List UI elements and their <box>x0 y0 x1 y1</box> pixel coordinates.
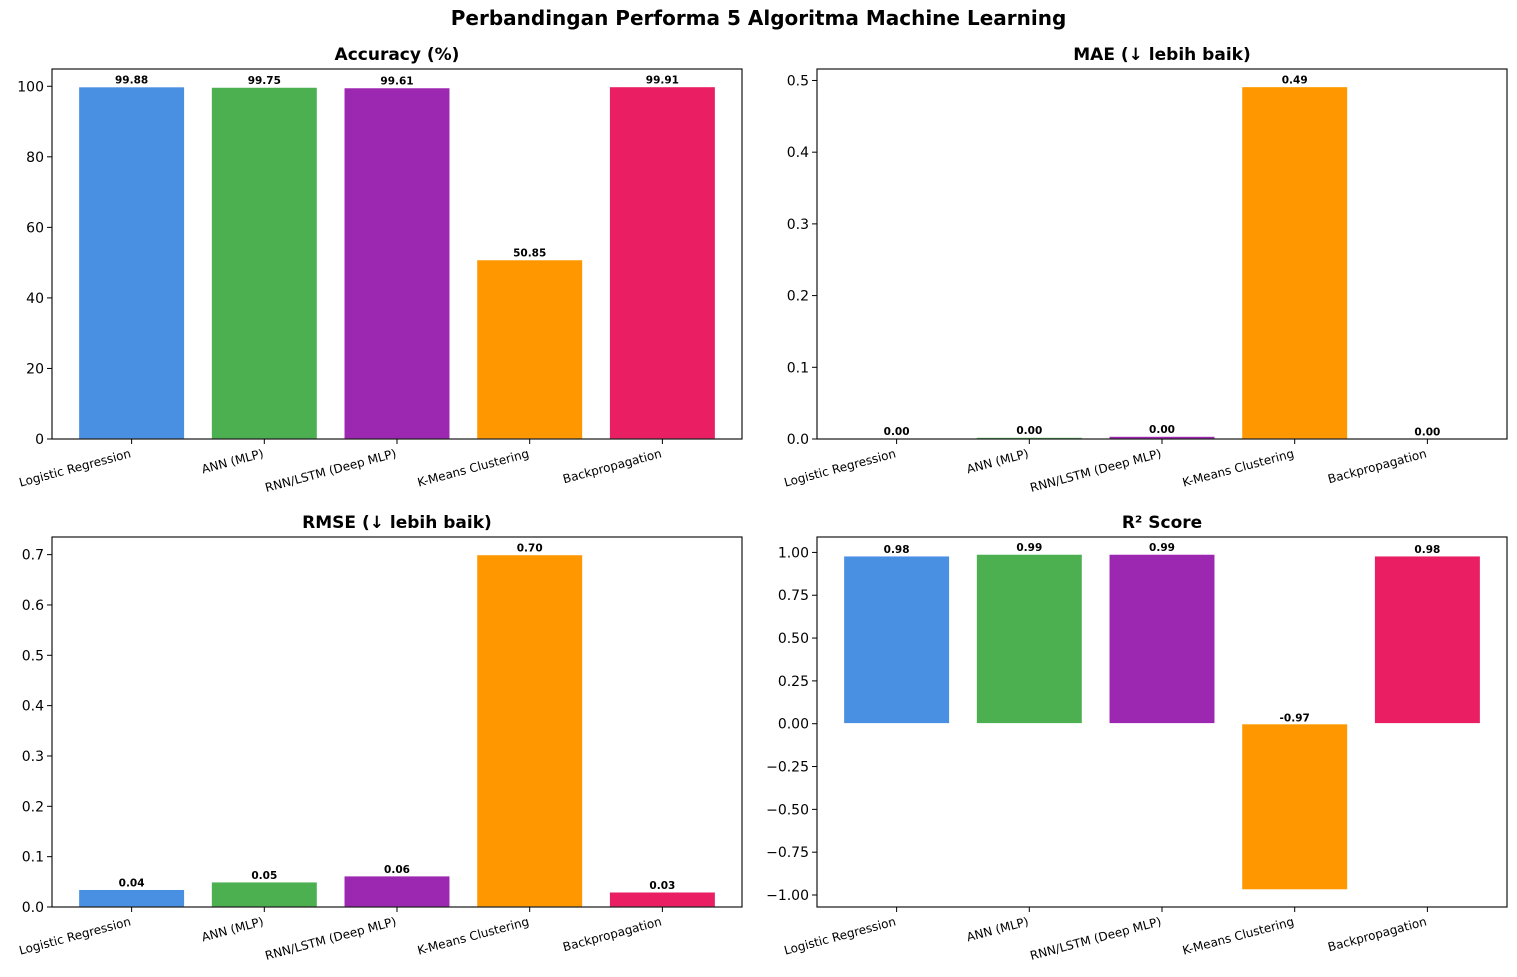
data-label: 0.98 <box>884 544 910 556</box>
y-tick-label: 0.3 <box>787 217 809 233</box>
x-tick-label: RNN/LSTM (Deep MLP) <box>264 446 398 495</box>
bar <box>343 87 451 440</box>
x-tick-label: RNN/LSTM (Deep MLP) <box>1029 446 1163 495</box>
x-tick-label: Logistic Regression <box>783 446 898 489</box>
bar <box>842 555 951 725</box>
y-tick-label: 0.1 <box>787 360 809 376</box>
data-label: -0.97 <box>1280 713 1310 725</box>
y-tick-label: 1.00 <box>778 545 809 561</box>
x-tick-label: Backpropagation <box>561 446 663 486</box>
subplot-title: Accuracy (%) <box>335 45 460 65</box>
data-label: 0.00 <box>1016 425 1042 437</box>
x-tick-label: Logistic Regression <box>18 446 133 489</box>
y-tick-label: −1.00 <box>766 888 809 904</box>
data-label: 99.88 <box>115 75 148 87</box>
data-label: 0.98 <box>1414 544 1440 556</box>
axes-frame <box>51 536 743 908</box>
y-tick-label: 0.0 <box>787 432 809 448</box>
y-tick-label: −0.75 <box>766 845 809 861</box>
data-label: 0.03 <box>649 880 675 892</box>
x-tick-label: Logistic Regression <box>783 914 898 957</box>
bar <box>210 86 318 440</box>
bar <box>1241 85 1349 440</box>
data-label: 0.49 <box>1282 75 1308 87</box>
data-label: 99.61 <box>380 76 413 88</box>
bar <box>608 891 717 908</box>
x-tick-label: ANN (MLP) <box>965 914 1030 944</box>
y-tick-label: 0.4 <box>22 699 44 715</box>
y-tick-label: 40 <box>26 291 44 307</box>
y-tick-label: 0.7 <box>22 548 44 564</box>
x-tick-label: Backpropagation <box>561 914 663 954</box>
y-tick-label: 0.3 <box>22 749 44 765</box>
data-label: 99.91 <box>646 75 679 87</box>
data-label: 0.70 <box>517 543 543 555</box>
bar <box>1241 723 1349 891</box>
y-tick-label: 0.00 <box>778 717 809 733</box>
data-label: 0.06 <box>384 864 410 876</box>
y-tick-label: 0.2 <box>787 289 809 305</box>
x-tick-label: K-Means Clustering <box>416 446 531 489</box>
y-tick-label: 0.5 <box>787 73 809 89</box>
y-tick-label: 0.2 <box>22 799 44 815</box>
y-tick-label: 60 <box>26 220 44 236</box>
y-tick-label: 0.4 <box>787 145 809 161</box>
data-label: 0.04 <box>119 877 145 889</box>
bar <box>77 888 186 908</box>
data-label: 0.99 <box>1016 542 1042 554</box>
data-label: 0.00 <box>884 426 910 438</box>
data-label: 99.75 <box>248 75 281 87</box>
figure-title: Perbandingan Performa 5 Algoritma Machin… <box>450 6 1067 30</box>
y-tick-label: −0.25 <box>766 760 809 776</box>
subplot-title: R² Score <box>1122 513 1202 533</box>
y-tick-label: 0 <box>35 432 44 448</box>
x-tick-label: Logistic Regression <box>18 914 133 957</box>
subplot-2: MAE (↓ lebih baik) 0.00 0.00 0.00 0.49 0.00 0.… <box>783 45 1508 495</box>
y-tick-label: 0.0 <box>22 900 44 916</box>
x-tick-label: ANN (MLP) <box>200 446 265 476</box>
axes-frame <box>816 68 1508 440</box>
y-tick-label: 20 <box>26 361 44 377</box>
y-tick-label: 0.6 <box>22 598 44 614</box>
y-tick-label: −0.50 <box>766 802 809 818</box>
subplot-title: RMSE (↓ lebih baik) <box>302 513 492 533</box>
bar <box>476 554 584 908</box>
bar <box>343 875 451 908</box>
y-tick-label: 0.1 <box>22 850 44 866</box>
bar <box>77 86 186 440</box>
subplot-1: Accuracy (%) 99.88 99.75 99.61 50.85 99.91 0 20… <box>17 45 743 495</box>
subplot-4: R² Score 0.98 0.99 0.99 -0.97 0.98 −1.00 −0.75 −… <box>766 513 1508 963</box>
x-tick-label: K-Means Clustering <box>416 914 531 957</box>
subplot-title: MAE (↓ lebih baik) <box>1073 45 1250 65</box>
y-tick-label: 0.5 <box>22 648 44 664</box>
x-tick-label: K-Means Clustering <box>1181 914 1296 957</box>
bar <box>1373 555 1482 725</box>
x-tick-label: RNN/LSTM (Deep MLP) <box>1029 914 1163 963</box>
x-tick-label: ANN (MLP) <box>200 914 265 944</box>
y-tick-label: 80 <box>26 150 44 166</box>
data-label: 0.00 <box>1414 426 1440 438</box>
bar <box>975 553 1083 725</box>
x-tick-label: Backpropagation <box>1326 446 1428 486</box>
subplot-3: RMSE (↓ lebih baik) 0.04 0.05 0.06 0.70 0.03 0… <box>18 513 743 963</box>
x-tick-label: K-Means Clustering <box>1181 446 1296 489</box>
bar <box>476 259 584 440</box>
bar <box>1108 553 1216 725</box>
y-tick-label: 100 <box>17 79 44 95</box>
y-tick-label: 0.50 <box>778 631 809 647</box>
data-label: 50.85 <box>513 248 546 260</box>
x-tick-label: Backpropagation <box>1326 914 1428 954</box>
bar <box>608 86 717 440</box>
x-tick-label: RNN/LSTM (Deep MLP) <box>264 914 398 963</box>
x-tick-label: ANN (MLP) <box>965 446 1030 476</box>
bar <box>210 881 318 908</box>
y-tick-label: 0.75 <box>778 588 809 604</box>
data-label: 0.99 <box>1149 542 1175 554</box>
y-tick-label: 0.25 <box>778 674 809 690</box>
data-label: 0.00 <box>1149 424 1175 436</box>
data-label: 0.05 <box>251 870 277 882</box>
